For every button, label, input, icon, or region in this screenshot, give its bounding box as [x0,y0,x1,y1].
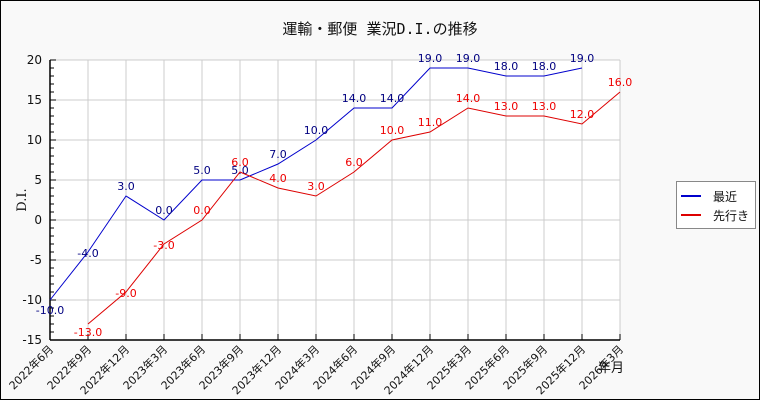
x-axis-title: 年月 [598,361,624,376]
data-label: -13.0 [74,326,102,339]
data-label: 5.0 [193,164,211,177]
series-line-recent [49,67,583,301]
y-tick-label: 20 [27,53,42,67]
y-tick-label: -5 [30,253,42,267]
legend-swatch-outlook [681,214,701,216]
data-label: 14.0 [456,92,481,105]
data-label: 12.0 [570,108,595,121]
series-line-outlook [87,91,621,325]
data-label: 3.0 [117,180,135,193]
legend: 最近 先行き [676,181,756,229]
data-label: 6.0 [231,156,249,169]
data-label: 6.0 [345,156,363,169]
y-tick-label: 5 [34,173,42,187]
data-label: 10.0 [380,124,405,137]
data-label: 13.0 [532,100,557,113]
legend-label-recent: 最近 [713,189,738,204]
y-tick-label: 10 [27,133,42,147]
y-axis-title: D.I. [15,188,30,211]
data-label: 19.0 [570,52,595,65]
chart-title: 運輸・郵便 業況D.I.の推移 [282,20,478,38]
plot-area [50,60,620,340]
data-label: -10.0 [36,304,64,317]
y-tick-label: -15 [22,333,42,347]
data-label: 14.0 [380,92,405,105]
data-label: 3.0 [307,180,325,193]
data-label: 11.0 [418,116,443,129]
data-label: -4.0 [77,247,98,260]
data-label: 10.0 [304,124,329,137]
y-tick-label: -10 [22,293,42,307]
legend-swatch-recent [681,195,701,197]
data-label: 7.0 [269,148,287,161]
data-label: -9.0 [115,287,136,300]
data-label: 0.0 [193,204,211,217]
data-label: 16.0 [608,76,633,89]
y-tick-label: 15 [27,93,42,107]
data-label: 19.0 [456,52,481,65]
legend-label-outlook: 先行き [713,208,750,223]
data-label: 18.0 [532,60,557,73]
data-label: 14.0 [342,92,367,105]
data-label: 18.0 [494,60,519,73]
data-label: -3.0 [153,239,174,252]
data-label: 4.0 [269,172,287,185]
data-label: 0.0 [155,204,173,217]
data-label: 19.0 [418,52,443,65]
data-label: 13.0 [494,100,519,113]
legend-item-outlook: 先行き [681,207,749,223]
y-tick-label: 0 [34,213,42,227]
legend-item-recent: 最近 [681,188,737,204]
